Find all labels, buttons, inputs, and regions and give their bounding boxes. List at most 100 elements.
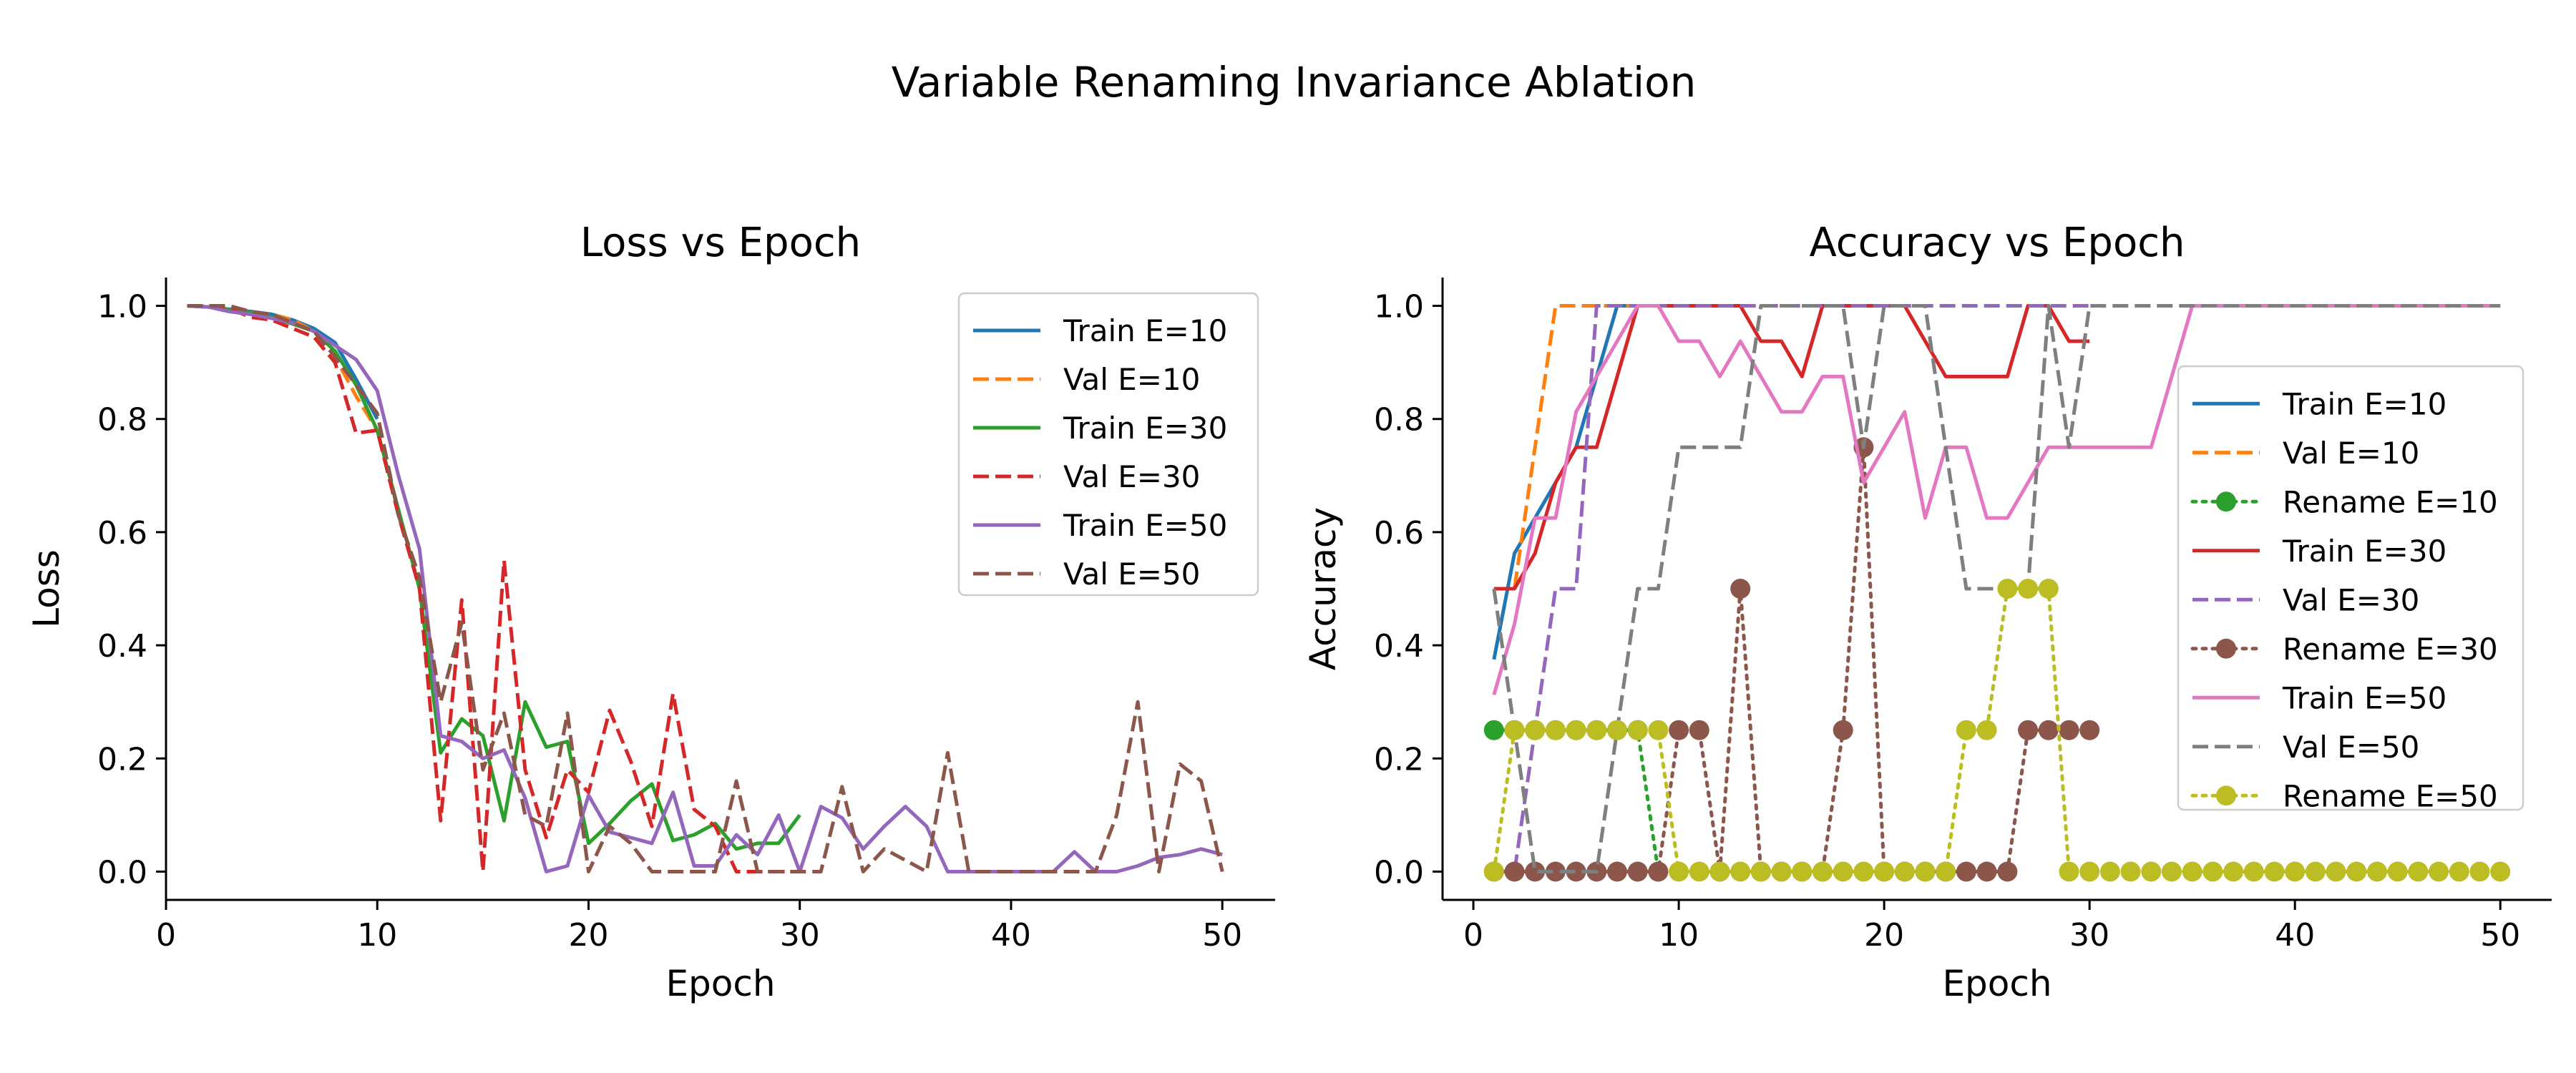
loss-series-line-train-e-30 [187,304,801,851]
accuracy-data-point [1874,861,1895,882]
accuracy-legend-label: Train E=10 [2282,386,2446,421]
accuracy-chart-title: Accuracy vs Epoch [1809,220,2185,266]
accuracy-data-point [1833,861,1853,882]
loss-y-tick-label: 0.0 [97,854,147,891]
loss-x-tick-label: 50 [1202,917,1242,954]
accuracy-data-point [1504,720,1525,740]
accuracy-legend-label: Val E=10 [2283,436,2419,471]
accuracy-x-tick-label: 40 [2275,917,2315,954]
accuracy-data-point [1936,861,1956,882]
accuracy-y-tick-label: 0.4 [1374,628,1424,665]
accuracy-legend-marker [2216,638,2236,659]
accuracy-data-point [2099,861,2120,882]
accuracy-data-point [1689,861,1709,882]
accuracy-data-point [2038,579,2059,599]
loss-legend-frame [957,292,1259,597]
loss-y-axis-label: Loss [26,549,67,628]
accuracy-data-point [1483,861,1504,882]
loss-legend-label: Train E=50 [1063,508,1227,543]
accuracy-data-point [2367,861,2387,882]
accuracy-data-point [1483,720,1504,740]
accuracy-legend-marker [2216,491,2236,512]
loss-legend-label: Train E=10 [1063,313,1227,348]
loss-chart-title: Loss vs Epoch [580,220,861,266]
accuracy-data-point [1627,861,1648,882]
accuracy-data-point [2079,720,2100,740]
accuracy-data-point [1525,861,1546,882]
accuracy-data-point [1545,861,1566,882]
accuracy-data-point [1997,861,2018,882]
accuracy-data-point [2469,861,2490,882]
accuracy-legend-label: Rename E=30 [2283,632,2498,667]
accuracy-data-point [1669,720,1689,740]
accuracy-data-point [2120,861,2141,882]
accuracy-y-tick-label: 0.6 [1374,515,1424,552]
loss-x-tick-label: 40 [991,917,1031,954]
accuracy-data-point [1689,720,1709,740]
accuracy-legend-marker [2216,785,2236,806]
loss-legend-label: Train E=30 [1063,411,1227,446]
figure-suptitle: Variable Renaming Invariance Ablation [892,58,1697,107]
accuracy-data-point [2059,720,2079,740]
accuracy-y-tick-label: 1.0 [1374,289,1424,325]
accuracy-series-line-val-e-10 [1493,304,1679,591]
accuracy-x-tick-label: 50 [2480,917,2520,954]
accuracy-legend-label: Val E=50 [2283,730,2419,765]
accuracy-x-tick-label: 0 [1463,917,1483,954]
accuracy-chart: Accuracy vs Epoch 0 10 20 30 40 50 0.0 0.2 0.4 0.6… [1302,220,2552,1004]
accuracy-data-point [1648,720,1669,740]
loss-legend-label: Val E=30 [1063,459,1200,494]
loss-legend-label: Val E=50 [1063,557,1200,592]
accuracy-data-point [1771,861,1792,882]
loss-x-tick-label: 30 [780,917,820,954]
accuracy-data-point [1894,861,1915,882]
accuracy-data-point [1709,861,1730,882]
accuracy-data-point [2162,861,2182,882]
accuracy-series-line-train-e-50 [1492,304,2501,695]
accuracy-data-point [1607,720,1627,740]
accuracy-data-point [2141,861,2162,882]
accuracy-data-point [2223,861,2244,882]
accuracy-data-point [1566,861,1586,882]
accuracy-y-axis-label: Accuracy [1302,507,1344,670]
accuracy-x-tick-label: 30 [2069,917,2109,954]
loss-legend-label: Val E=10 [1063,362,1200,397]
accuracy-series-line-train-e-10 [1492,304,1679,660]
accuracy-data-point [1586,720,1607,740]
loss-x-tick-label: 0 [156,917,176,954]
accuracy-data-point [2243,861,2264,882]
accuracy-legend-label: Rename E=10 [2283,484,2498,519]
loss-x-axis-label: Epoch [665,963,775,1004]
accuracy-data-point [1566,720,1586,740]
accuracy-y-tick-label: 0.0 [1374,854,1424,891]
accuracy-y-tick-label: 0.2 [1374,741,1424,778]
loss-y-tick-label: 0.4 [97,628,147,665]
accuracy-data-point [1750,861,1771,882]
accuracy-legend: Train E=10 Val E=10 Rename E=10 Train E=30 V… [2177,365,2524,813]
accuracy-data-point [1545,720,1566,740]
accuracy-data-point [1956,861,1976,882]
accuracy-legend-frame [2177,365,2524,811]
loss-y-tick-label: 0.6 [97,515,147,552]
loss-x-tick-label: 20 [568,917,608,954]
accuracy-legend-label: Train E=30 [2282,534,2446,569]
accuracy-data-point [1833,720,1853,740]
accuracy-data-point [2429,861,2449,882]
accuracy-data-point [2079,861,2100,882]
accuracy-data-point [2490,861,2511,882]
accuracy-data-point [1976,861,1997,882]
accuracy-data-point [1627,720,1648,740]
accuracy-legend-label: Rename E=50 [2283,778,2498,813]
accuracy-series-line-train-e-30 [1493,304,2090,591]
accuracy-data-point [2182,861,2202,882]
accuracy-data-point [1997,579,2018,599]
accuracy-data-point [2326,861,2346,882]
loss-chart: Loss vs Epoch 0 10 20 30 40 50 0.0 0.2 0.4 0.6 0.8 1… [26,220,1275,1004]
accuracy-data-point [1853,861,1874,882]
accuracy-data-point [2038,720,2059,740]
loss-y-tick-label: 0.2 [97,741,147,778]
accuracy-data-point [2059,861,2079,882]
accuracy-data-point [1730,861,1751,882]
accuracy-data-point [1525,720,1546,740]
accuracy-data-point [1669,861,1689,882]
